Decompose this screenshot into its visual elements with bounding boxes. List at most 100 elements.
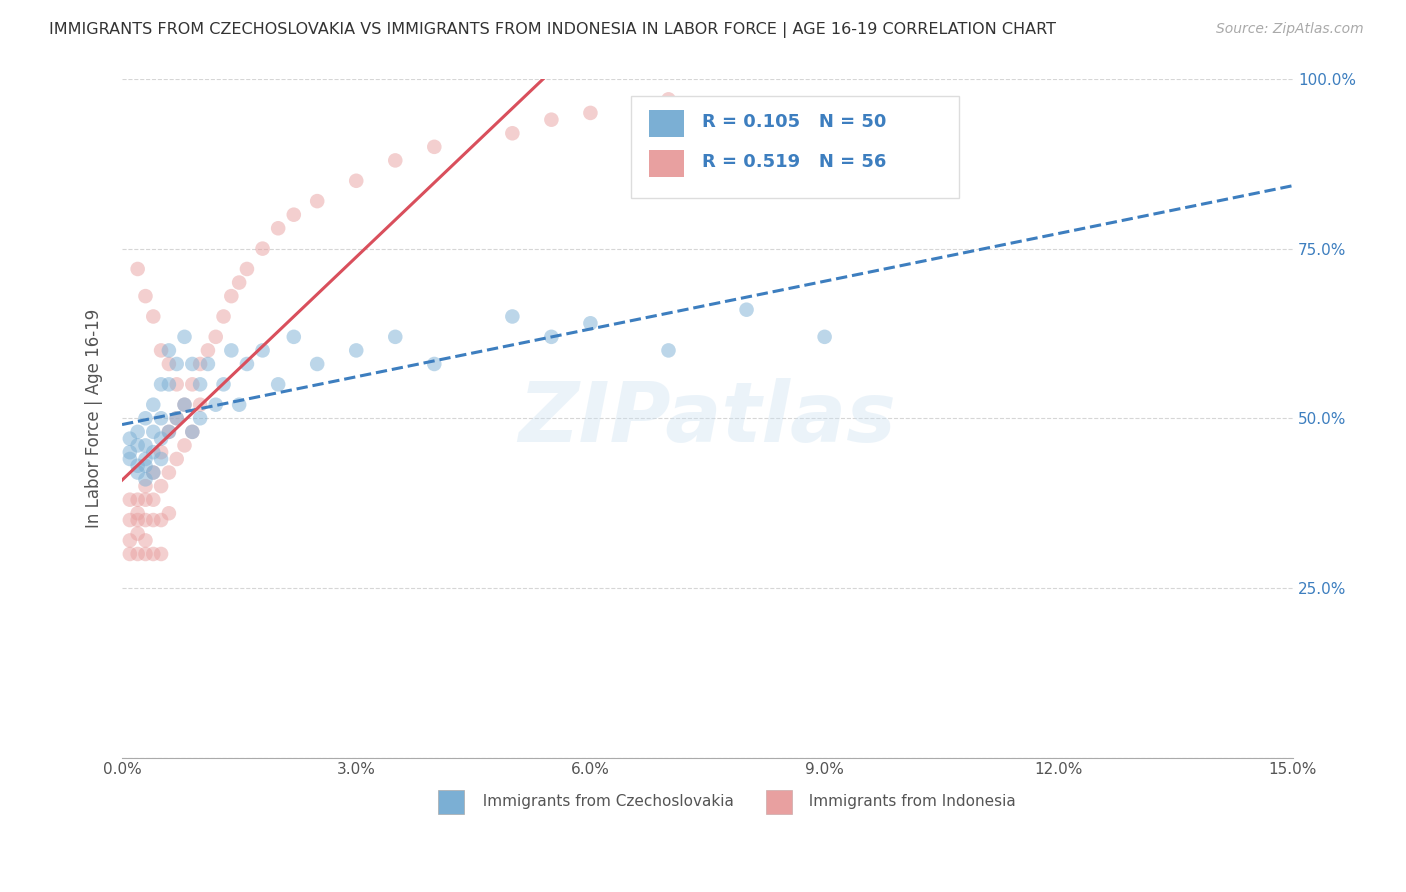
Point (142, 398, 165, 412)
Point (204, 330, 226, 344)
Point (118, 513, 141, 527)
Point (344, 343, 367, 358)
Point (173, 438, 195, 452)
Point (221, 289, 243, 303)
Point (236, 262, 259, 277)
Point (118, 547, 141, 561)
Point (118, 445, 141, 459)
Text: Immigrants from Czechoslovakia: Immigrants from Czechoslovakia (474, 794, 734, 809)
Point (212, 310, 235, 324)
Point (166, 377, 188, 392)
FancyBboxPatch shape (631, 96, 959, 198)
Point (118, 492, 141, 507)
Point (267, 377, 290, 392)
Point (127, 425, 149, 439)
Point (501, 310, 523, 324)
Point (283, 330, 305, 344)
Point (134, 289, 156, 303)
Point (252, 242, 274, 256)
Point (212, 377, 235, 392)
Point (157, 425, 180, 439)
Point (134, 458, 156, 473)
Point (157, 377, 180, 392)
Point (127, 526, 149, 541)
Point (134, 547, 156, 561)
Text: R = 0.105   N = 50: R = 0.105 N = 50 (702, 112, 886, 131)
Point (142, 513, 165, 527)
Point (181, 425, 204, 439)
Point (150, 547, 173, 561)
Point (267, 221, 290, 235)
Bar (766, 790, 792, 814)
Point (181, 377, 204, 392)
Point (283, 208, 305, 222)
Point (813, 330, 835, 344)
Point (579, 106, 602, 120)
Point (166, 411, 188, 425)
Point (735, 302, 758, 317)
Point (127, 458, 149, 473)
Point (157, 506, 180, 520)
Point (127, 492, 149, 507)
Point (221, 343, 243, 358)
Point (134, 513, 156, 527)
Point (134, 479, 156, 493)
Point (657, 343, 679, 358)
Point (118, 533, 141, 548)
Bar (650, 110, 685, 136)
Point (579, 316, 602, 330)
Point (134, 492, 156, 507)
Point (228, 398, 250, 412)
Point (127, 466, 149, 480)
Point (134, 472, 156, 486)
Text: Immigrants from Indonesia: Immigrants from Indonesia (799, 794, 1015, 809)
Point (142, 492, 165, 507)
Point (181, 357, 204, 371)
Point (307, 194, 329, 208)
Point (197, 357, 219, 371)
Point (142, 445, 165, 459)
Point (188, 411, 211, 425)
Point (188, 377, 211, 392)
Point (252, 343, 274, 358)
Point (127, 513, 149, 527)
Point (173, 398, 195, 412)
Point (150, 343, 173, 358)
Point (150, 479, 173, 493)
Point (166, 452, 188, 467)
Point (157, 425, 180, 439)
Point (181, 425, 204, 439)
Point (384, 330, 406, 344)
Point (142, 425, 165, 439)
Point (173, 398, 195, 412)
Point (127, 438, 149, 452)
Point (127, 262, 149, 277)
Point (134, 533, 156, 548)
Point (157, 466, 180, 480)
Point (157, 343, 180, 358)
Point (134, 411, 156, 425)
Point (127, 506, 149, 520)
Point (197, 343, 219, 358)
Point (228, 276, 250, 290)
Point (157, 357, 180, 371)
Text: R = 0.519   N = 56: R = 0.519 N = 56 (702, 153, 886, 171)
Point (204, 398, 226, 412)
Text: ZIPatlas: ZIPatlas (519, 378, 897, 458)
Point (127, 547, 149, 561)
Y-axis label: In Labor Force | Age 16-19: In Labor Force | Age 16-19 (86, 309, 103, 528)
Point (134, 452, 156, 467)
Point (540, 330, 562, 344)
Point (150, 411, 173, 425)
Point (540, 112, 562, 127)
Point (188, 357, 211, 371)
Point (150, 432, 173, 446)
Text: Source: ZipAtlas.com: Source: ZipAtlas.com (1216, 22, 1364, 37)
Point (423, 357, 446, 371)
Point (142, 466, 165, 480)
Point (142, 310, 165, 324)
Point (173, 330, 195, 344)
Point (142, 547, 165, 561)
Bar (650, 150, 685, 178)
Point (423, 140, 446, 154)
